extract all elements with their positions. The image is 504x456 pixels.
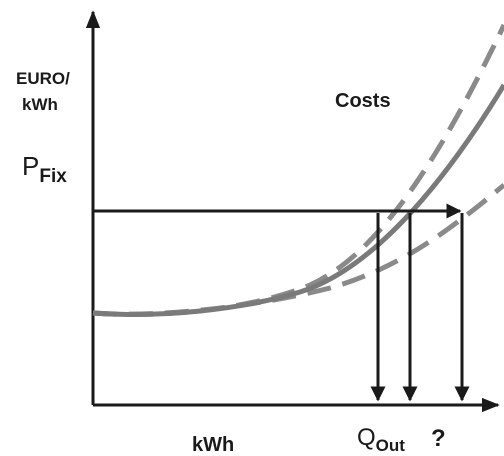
cost-curve xyxy=(92,83,504,317)
cost-curve-lower-dashed xyxy=(92,183,504,317)
cost-curve-upper-dashed xyxy=(92,23,504,317)
fixed-price-label: PFix xyxy=(22,151,67,187)
x-unit-label: kWh xyxy=(192,434,234,456)
costs-label: Costs xyxy=(335,90,391,112)
quantity-out-label: QOut xyxy=(357,424,405,455)
question-mark: ? xyxy=(431,425,446,452)
y-unit-label-line1: EURO/ xyxy=(16,69,70,88)
y-unit-label-line2: kWh xyxy=(22,95,58,114)
